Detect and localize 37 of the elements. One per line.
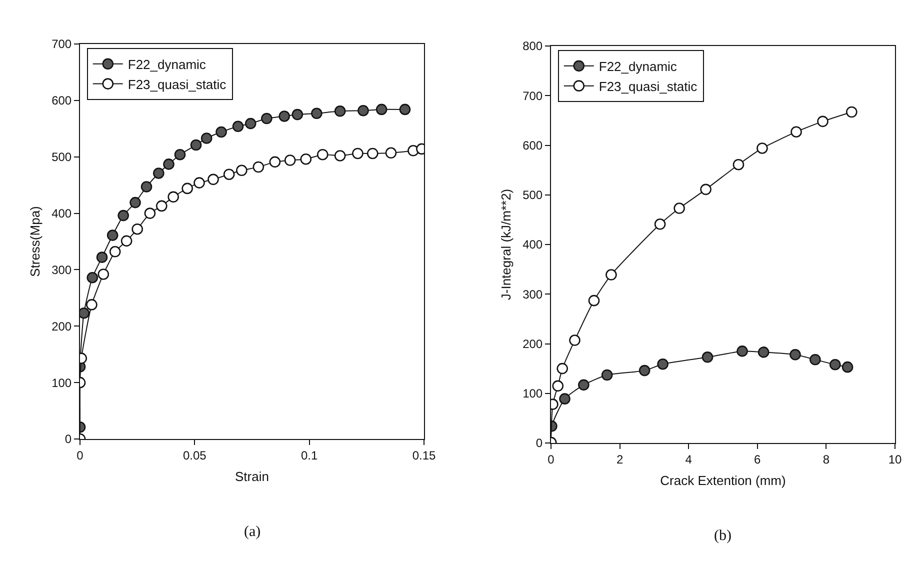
legend-label: F22_dynamic <box>598 58 678 74</box>
y-tick-label: 700 <box>522 88 543 103</box>
y-tick-label: 800 <box>522 39 543 54</box>
y-tick-label: 700 <box>52 37 72 52</box>
legend-label: F23_quasi_static <box>598 78 698 94</box>
y-tick-label: 100 <box>522 386 543 401</box>
y-tick-label: 0 <box>64 432 72 446</box>
x-tick-label: 10 <box>888 452 902 466</box>
y-tick-label: 200 <box>52 319 72 334</box>
x-axis-title: Crack Extention (mm) <box>660 473 786 488</box>
y-tick-label: 300 <box>522 287 543 302</box>
x-tick-label: 8 <box>822 452 830 466</box>
y-tick-label: 500 <box>52 150 72 164</box>
legend-label: F23_quasi_static <box>128 76 227 92</box>
y-tick-label: 300 <box>52 262 72 277</box>
x-tick-label: 4 <box>685 452 692 466</box>
y-tick-label: 400 <box>52 206 72 220</box>
x-tick-label: 0.1 <box>300 448 318 462</box>
x-tick-label: 6 <box>754 452 762 466</box>
text: (b) <box>714 528 732 544</box>
y-tick-label: 100 <box>52 376 72 390</box>
x-tick-label: 0.15 <box>412 448 436 462</box>
text: (a) <box>244 524 261 540</box>
y-tick-label: 0 <box>536 436 543 450</box>
y-tick-label: 200 <box>522 336 543 351</box>
y-axis-title: J-Integral (kJ/m**2) <box>498 188 514 300</box>
x-tick-label: 0 <box>548 452 555 466</box>
x-tick-label: 2 <box>616 452 624 466</box>
y-tick-label: 500 <box>522 188 543 202</box>
x-tick-label: 0.05 <box>182 448 207 462</box>
y-axis-title: Stress(Mpa) <box>28 206 43 277</box>
x-axis-title: Strain <box>235 469 269 484</box>
y-tick-label: 600 <box>522 138 543 152</box>
y-tick-label: 400 <box>522 238 543 252</box>
legend-label: F22_dynamic <box>128 56 206 72</box>
x-tick-label: 0 <box>76 448 84 462</box>
y-tick-label: 600 <box>52 94 72 108</box>
